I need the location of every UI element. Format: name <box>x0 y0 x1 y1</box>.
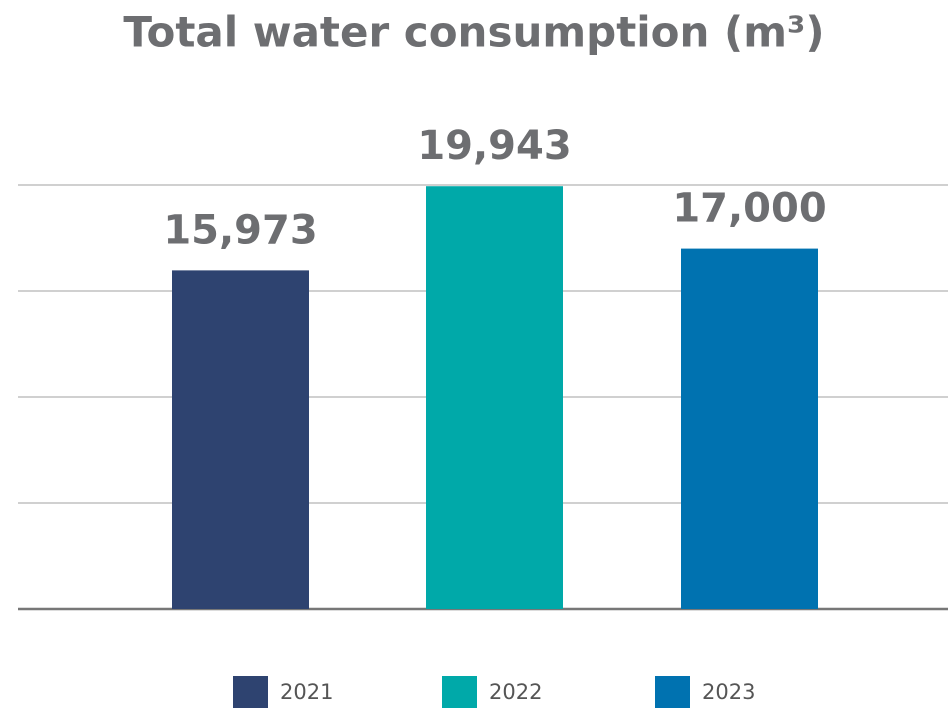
legend-swatch <box>233 676 268 708</box>
legend-label: 2023 <box>702 680 755 704</box>
bar <box>426 186 563 609</box>
legend-label: 2021 <box>280 680 333 704</box>
value-label: 17,000 <box>672 186 826 232</box>
value-label: 15,973 <box>163 207 317 253</box>
legend-swatch <box>655 676 690 708</box>
chart-title: Total water consumption (m³) <box>123 8 824 57</box>
bar <box>681 248 818 609</box>
value-label: 19,943 <box>417 123 571 169</box>
legend-swatch <box>442 676 477 708</box>
legend-label: 2022 <box>489 680 542 704</box>
bar <box>172 270 309 609</box>
